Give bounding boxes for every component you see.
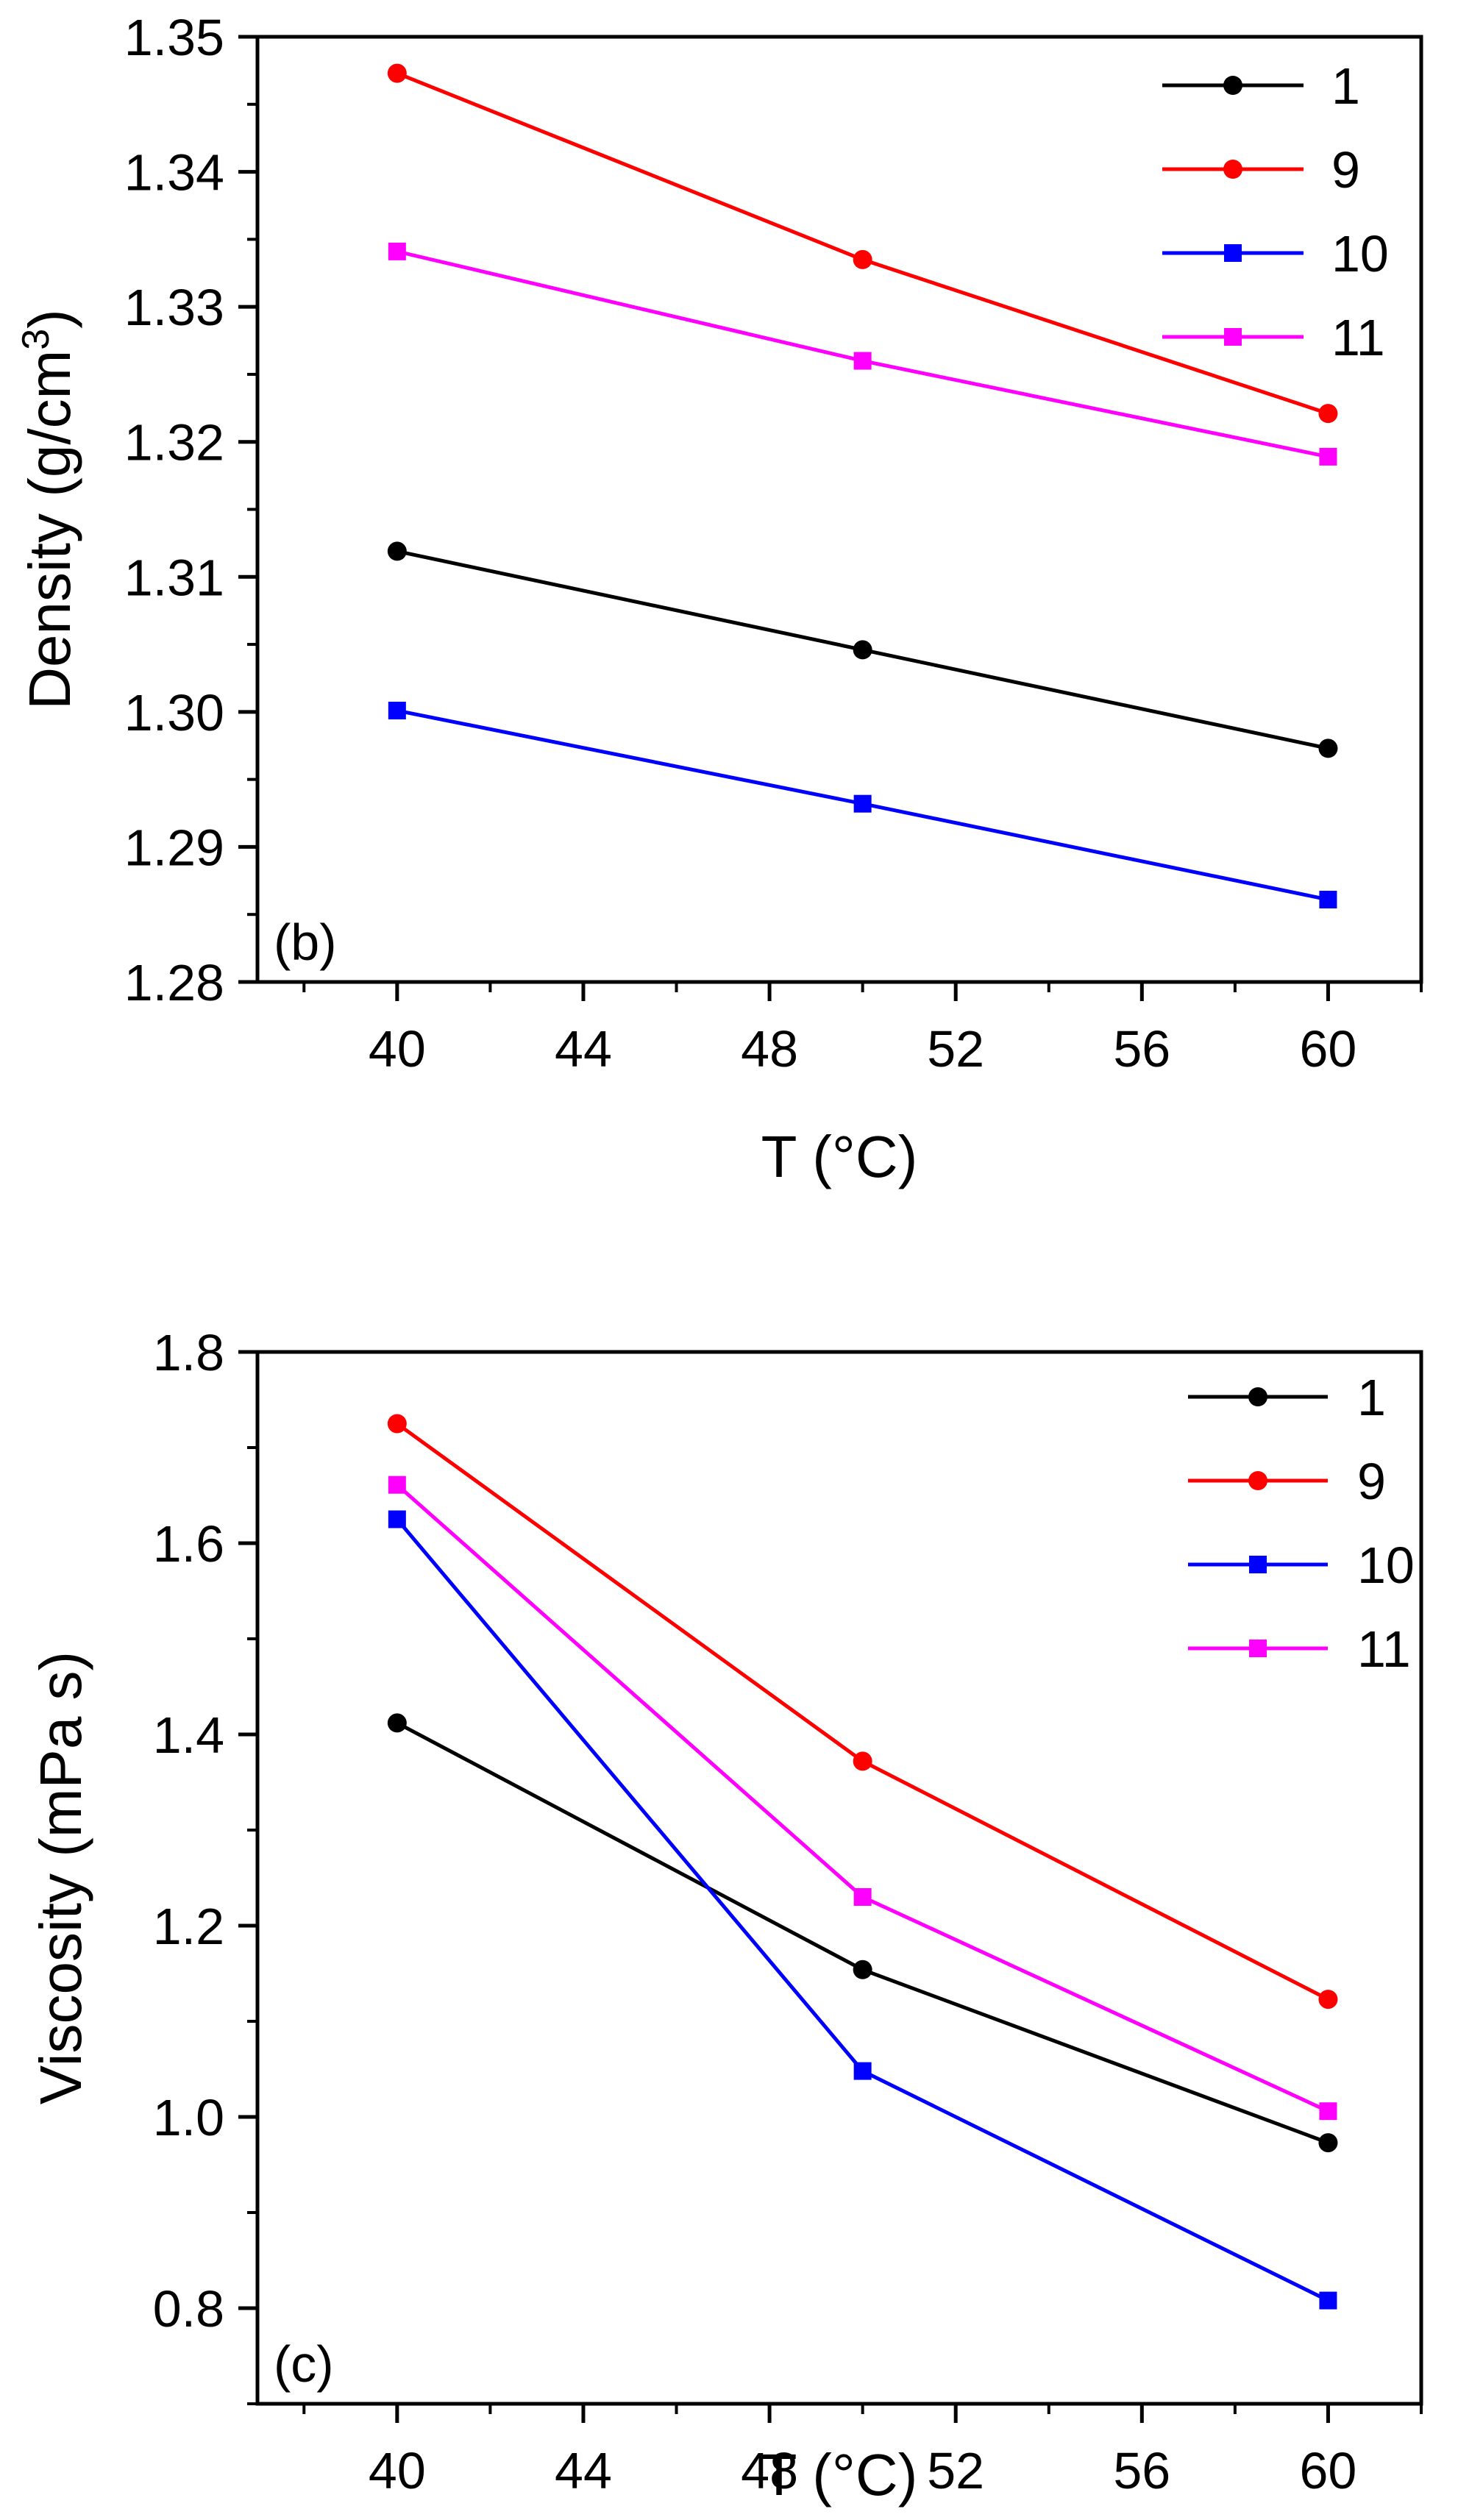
data-point-series-10	[853, 2062, 872, 2080]
y-tick-label: 1.31	[124, 549, 224, 606]
data-point-series-10	[853, 794, 872, 813]
legend: 1 9 10 11	[1162, 57, 1389, 366]
y-tick-label: 1.29	[124, 819, 224, 876]
data-point-series-9	[1318, 1990, 1338, 2010]
x-tick-label: 52	[927, 2442, 984, 2499]
y-axis-title-text: Viscosity (mPa s)	[28, 1651, 93, 2104]
y-tick-label: 1.28	[124, 954, 224, 1011]
legend-marker-11	[1224, 328, 1242, 346]
legend-label: 11	[1331, 309, 1385, 366]
data-point-series-10	[1319, 891, 1337, 909]
data-point-series-1	[1318, 2133, 1338, 2153]
x-tick-label: 40	[369, 2442, 426, 2499]
data-point-series-10	[388, 702, 406, 720]
x-axis-title: T (°C)	[761, 1124, 918, 1189]
x-tick-label: 40	[369, 1020, 426, 1078]
data-point-series-9	[1318, 404, 1338, 424]
legend-label: 11	[1357, 1620, 1411, 1678]
x-tick-label: 60	[1300, 1020, 1357, 1078]
plot-frame	[255, 1350, 1423, 2406]
legend-label: 10	[1357, 1537, 1415, 1594]
chart-panel-2: 40 44 48 52 56 60 0.8 1.0 1.2 1.4 1.6 1.8 T (°C) Visc…	[28, 1324, 1423, 2507]
data-point-series-11	[1319, 447, 1337, 466]
series-line-10	[395, 1517, 1329, 2302]
y-tick-label: 1.32	[124, 414, 224, 471]
x-tick-label: 56	[1113, 2442, 1170, 2499]
x-tick-label: 44	[555, 2442, 612, 2499]
y-tick-label: 1.35	[124, 9, 224, 66]
x-tick-label: 44	[555, 1020, 612, 1078]
data-point-series-11	[388, 242, 406, 260]
x-axis-title: T (°C)	[761, 2442, 918, 2507]
legend-label: 1	[1357, 1369, 1386, 1426]
data-point-series-1	[853, 1960, 872, 1979]
series-line-9	[396, 1422, 1329, 2001]
data-point-series-1	[1318, 738, 1338, 758]
legend-label: 10	[1331, 225, 1389, 282]
y-axis-title-text: Density (g/cm	[17, 350, 82, 710]
x-tick-label: 52	[927, 1020, 984, 1078]
panel-tag: (b)	[274, 914, 337, 971]
data-point-series-1	[387, 1713, 407, 1733]
data-point-series-10	[1319, 2291, 1337, 2310]
legend-marker-9	[1223, 160, 1242, 179]
x-tick-label: 56	[1113, 1020, 1170, 1078]
panel-tag: (c)	[274, 2335, 334, 2393]
y-axis-title-superscript: 3	[15, 329, 57, 350]
data-point-series-9	[853, 249, 872, 269]
data-point-series-11	[388, 1476, 406, 1494]
data-point-series-1	[853, 640, 872, 660]
data-point-series-11	[1319, 2102, 1337, 2121]
y-tick-label: 1.2	[153, 1898, 224, 1955]
data-point-series-9	[853, 1751, 872, 1771]
y-axis-title: Viscosity (mPa s)	[28, 1651, 93, 2104]
y-tick-label: 1.4	[153, 1706, 224, 1764]
y-tick-label: 1.33	[124, 279, 224, 336]
legend-marker-1	[1223, 76, 1242, 95]
chart-panel-1: 40 44 48 52 56 60 1.28 1.29 1.30 1.31 1.32 1.33 1.34…	[15, 9, 1423, 1189]
legend: 1 9 10 11	[1188, 1369, 1415, 1678]
legend-marker-10	[1224, 244, 1242, 262]
y-tick-label: 1.0	[153, 2089, 224, 2146]
legend-marker-1	[1248, 1387, 1267, 1406]
data-point-series-10	[388, 1510, 406, 1528]
legend-label: 1	[1331, 57, 1360, 115]
x-tick-label: 48	[741, 1020, 798, 1078]
legend-label: 9	[1331, 141, 1360, 199]
data-point-series-9	[387, 1414, 407, 1434]
plot-frame	[255, 35, 1423, 984]
y-tick-label: 1.30	[124, 684, 224, 741]
y-tick-label: 1.34	[124, 144, 224, 202]
legend-marker-11	[1249, 1640, 1267, 1657]
y-axis-title: Density (g/cm3)	[15, 309, 82, 710]
y-tick-label: 1.8	[153, 1324, 224, 1381]
data-point-series-9	[387, 63, 407, 83]
data-point-series-11	[853, 352, 872, 370]
x-tick-label: 60	[1300, 2442, 1357, 2499]
legend-label: 9	[1357, 1453, 1386, 1510]
legend-marker-9	[1248, 1471, 1267, 1490]
y-axis-title-close: )	[17, 309, 82, 329]
data-point-series-11	[853, 1888, 872, 1906]
y-tick-label: 0.8	[153, 2280, 224, 2338]
y-tick-label: 1.6	[153, 1515, 224, 1573]
data-point-series-1	[387, 541, 407, 561]
legend-marker-10	[1249, 1556, 1267, 1573]
x-tick-label: 48	[741, 2442, 798, 2499]
